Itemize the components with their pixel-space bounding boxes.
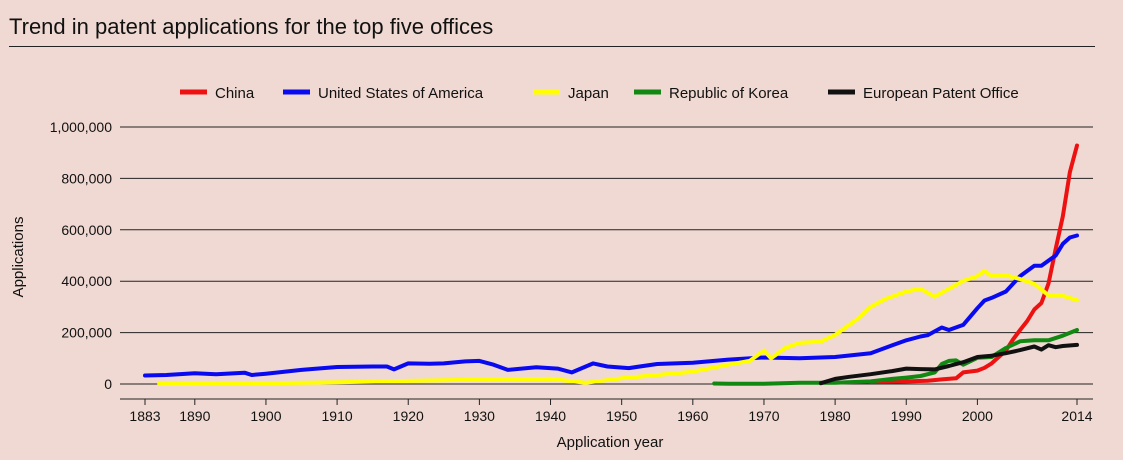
y-axis-label: Applications	[10, 217, 27, 298]
x-tick-label: 1890	[179, 408, 210, 424]
legend-label: China	[215, 85, 255, 102]
series-line-european-patent-office	[818, 342, 1079, 386]
legend-label: European Patent Office	[863, 85, 1019, 102]
x-tick-label: 1990	[891, 408, 922, 424]
x-tick-label: 1950	[606, 408, 637, 424]
legend: China United States of America Japan Republ…	[180, 85, 1019, 102]
series-line-republic-of-korea	[712, 328, 1079, 386]
axes: 0 200,000 400,000 600,000 800,000 1,000,000 18…	[50, 119, 1093, 424]
x-tick-label: 1930	[464, 408, 495, 424]
y-tick-label: 800,000	[61, 170, 112, 186]
legend-item-european-patent-office: European Patent Office	[828, 85, 1019, 102]
series-line-united-states-of-america	[143, 233, 1079, 378]
legend-item-china: China	[180, 85, 255, 102]
legend-item-republic-of-korea: Republic of Korea	[634, 85, 789, 102]
x-tick-label: 1960	[677, 408, 708, 424]
y-tick-label: 600,000	[61, 222, 112, 238]
y-tick-label: 1,000,000	[50, 119, 112, 135]
x-tick-label: 2000	[962, 408, 993, 424]
x-tick-label: 1900	[250, 408, 281, 424]
legend-label: Japan	[568, 85, 609, 102]
series-line-japan	[157, 268, 1079, 386]
y-tick-label: 200,000	[61, 325, 112, 341]
grid-lines	[120, 126, 1093, 385]
title-divider	[9, 46, 1095, 47]
legend-label: Republic of Korea	[669, 85, 789, 102]
x-tick-label: 1920	[393, 408, 424, 424]
plot-area	[143, 143, 1079, 386]
legend-item-united-states-of-america: United States of America	[283, 85, 484, 102]
series-line-china	[868, 143, 1079, 384]
legend-item-japan: Japan	[533, 85, 609, 102]
legend-label: United States of America	[318, 85, 484, 102]
x-tick-label: 1883	[129, 408, 160, 424]
y-tick-label: 400,000	[61, 273, 112, 289]
chart-title: Trend in patent applications for the top…	[9, 14, 494, 39]
x-tick-label: 1970	[748, 408, 779, 424]
x-tick-label: 1980	[820, 408, 851, 424]
x-tick-label: 1910	[322, 408, 353, 424]
x-tick-label: 2014	[1061, 408, 1092, 424]
y-tick-label: 0	[104, 376, 112, 392]
x-tick-label: 1940	[535, 408, 566, 424]
x-axis-label: Application year	[557, 434, 664, 451]
